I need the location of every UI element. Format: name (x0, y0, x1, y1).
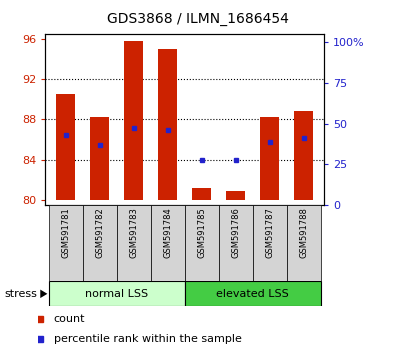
Bar (90, 118, 109, 200)
Text: stress: stress (4, 289, 37, 299)
Text: GSM591787: GSM591787 (265, 207, 274, 258)
Text: elevated LSS: elevated LSS (216, 289, 289, 299)
Text: normal LSS: normal LSS (85, 289, 148, 299)
Bar (260, 118, 279, 200)
Bar (286, 205, 320, 281)
Text: count: count (54, 314, 85, 324)
Bar (83, 205, 117, 281)
Bar (49, 205, 83, 281)
Bar (192, 188, 211, 200)
Bar (117, 205, 151, 281)
Text: percentile rank within the sample: percentile rank within the sample (54, 334, 242, 344)
Text: GDS3868 / ILMN_1686454: GDS3868 / ILMN_1686454 (107, 12, 288, 27)
Text: GSM591784: GSM591784 (163, 207, 172, 258)
Text: GSM591783: GSM591783 (129, 207, 138, 258)
Text: GSM591782: GSM591782 (95, 207, 104, 258)
Text: GSM591786: GSM591786 (231, 207, 240, 258)
Bar (185, 281, 320, 306)
Bar (294, 112, 313, 200)
Text: GSM591788: GSM591788 (299, 207, 308, 258)
Bar (252, 205, 286, 281)
Bar (56, 94, 75, 200)
Bar (185, 205, 218, 281)
Bar (49, 281, 185, 306)
Text: GSM591781: GSM591781 (61, 207, 70, 258)
Bar (151, 205, 185, 281)
Bar (218, 205, 252, 281)
Bar (226, 191, 245, 200)
Bar (124, 41, 143, 200)
Polygon shape (40, 290, 47, 298)
Text: GSM591785: GSM591785 (197, 207, 206, 258)
Bar (158, 49, 177, 200)
